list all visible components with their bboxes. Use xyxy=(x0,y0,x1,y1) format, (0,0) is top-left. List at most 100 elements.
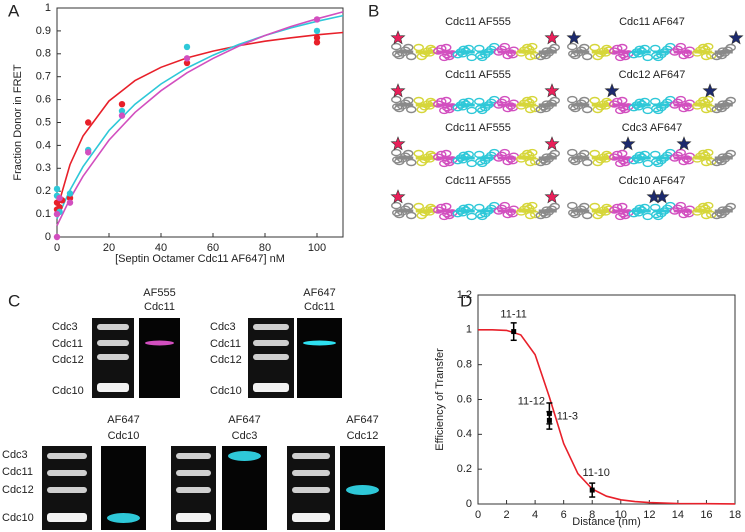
gel-band xyxy=(47,453,87,459)
subunit xyxy=(589,96,600,105)
data-point xyxy=(313,27,321,35)
subunit xyxy=(466,159,477,168)
filament-label: Cdc3 AF647 xyxy=(622,122,683,134)
y-tick-label: 0.2 xyxy=(36,185,51,197)
y-tick-label: 0.8 xyxy=(457,359,472,371)
y-tick-label: 0.7 xyxy=(36,71,51,83)
subunit xyxy=(567,201,578,210)
lane-label: Cdc3 xyxy=(2,449,28,461)
y-tick-label: 0 xyxy=(45,231,51,243)
gel-band xyxy=(292,453,330,459)
data-point xyxy=(511,329,517,335)
gel-band xyxy=(253,354,289,360)
subunit xyxy=(406,52,417,61)
fluor-band xyxy=(107,513,140,523)
fluorophore-star xyxy=(604,83,620,98)
x-tick-label: 60 xyxy=(207,242,219,254)
filament-label: Cdc11 AF555 xyxy=(445,175,511,187)
subunit xyxy=(466,53,477,62)
subunit xyxy=(466,212,477,221)
subunit xyxy=(642,212,653,221)
subunit xyxy=(589,43,600,52)
gel-band xyxy=(253,340,289,346)
y-tick-label: 0.1 xyxy=(36,208,51,220)
y-tick-label: 1.2 xyxy=(457,289,472,301)
gel-band xyxy=(47,470,87,476)
filament-label: Cdc11 AF555 xyxy=(445,69,511,81)
subunit xyxy=(582,105,593,114)
data-point xyxy=(313,34,321,41)
fluorophore-star xyxy=(620,136,636,151)
plot-frame xyxy=(56,7,344,238)
gel-band xyxy=(253,383,289,392)
fluor-band xyxy=(228,451,261,461)
x-tick-label: 0 xyxy=(475,509,481,521)
subunit xyxy=(413,43,424,52)
x-tick-label: 40 xyxy=(155,242,167,254)
subunit xyxy=(703,148,714,157)
fluorophore-star xyxy=(544,136,560,151)
fluor-band xyxy=(346,485,379,495)
gel-title: Cdc12 xyxy=(347,430,379,442)
gel-title: AF555 xyxy=(143,287,175,299)
data-point xyxy=(183,59,191,67)
fluor-band xyxy=(303,340,336,346)
fluorophore-star xyxy=(676,136,692,151)
fluorophore-star xyxy=(544,189,560,204)
y-tick-label: 0.6 xyxy=(457,393,472,405)
subunit xyxy=(675,201,686,210)
fluorophore-star xyxy=(544,83,560,98)
y-tick-label: 0.8 xyxy=(36,48,51,60)
data-point xyxy=(53,185,61,193)
x-tick-label: 2 xyxy=(503,509,509,521)
data-point xyxy=(118,107,126,115)
panel-letter: A xyxy=(8,1,20,20)
subunit xyxy=(582,52,593,61)
x-tick-label: 6 xyxy=(561,509,567,521)
subunit xyxy=(642,159,653,168)
x-axis-label: [Septin Octamer Cdc11 AF647] nM xyxy=(115,253,285,265)
gel-band xyxy=(97,340,129,346)
subunit xyxy=(391,201,402,210)
subunit xyxy=(466,106,477,115)
subunit xyxy=(391,42,402,51)
y-axis-label: Efficiency of Transfer xyxy=(434,348,446,451)
gel-title: Cdc11 xyxy=(144,301,175,313)
subunit xyxy=(527,201,538,210)
panel-letter: C xyxy=(8,291,20,310)
fluorophore-star xyxy=(702,83,718,98)
subunit xyxy=(391,95,402,104)
subunit xyxy=(413,202,424,211)
subunit xyxy=(406,158,417,167)
fluorophore-star xyxy=(728,30,744,45)
gel-title: AF647 xyxy=(107,414,139,426)
gel-fluor-lane xyxy=(297,318,342,398)
subunit xyxy=(413,96,424,105)
gel-band xyxy=(97,383,129,392)
gel-fluor-lane xyxy=(139,318,180,398)
gel-band xyxy=(176,487,211,493)
lane-label: Cdc12 xyxy=(210,354,242,366)
y-tick-label: 1 xyxy=(45,2,51,14)
subunit xyxy=(499,42,510,51)
data-point xyxy=(118,100,126,108)
fluor-band xyxy=(145,340,174,346)
subunit xyxy=(703,42,714,51)
subunit xyxy=(703,95,714,104)
point-label: 11-11 xyxy=(500,308,527,320)
subunit xyxy=(675,42,686,51)
data-point xyxy=(183,55,191,62)
subunit xyxy=(406,211,417,220)
data-point xyxy=(589,487,595,493)
x-tick-label: 10 xyxy=(615,509,627,521)
gel-band xyxy=(292,513,330,522)
x-tick-label: 18 xyxy=(729,509,741,521)
data-point xyxy=(66,194,74,202)
fluorophore-star xyxy=(390,189,406,204)
x-tick-label: 16 xyxy=(700,509,712,521)
y-tick-label: 1 xyxy=(466,324,472,336)
subunit xyxy=(642,53,653,62)
data-point xyxy=(53,210,61,218)
panel-letter: B xyxy=(368,1,379,20)
